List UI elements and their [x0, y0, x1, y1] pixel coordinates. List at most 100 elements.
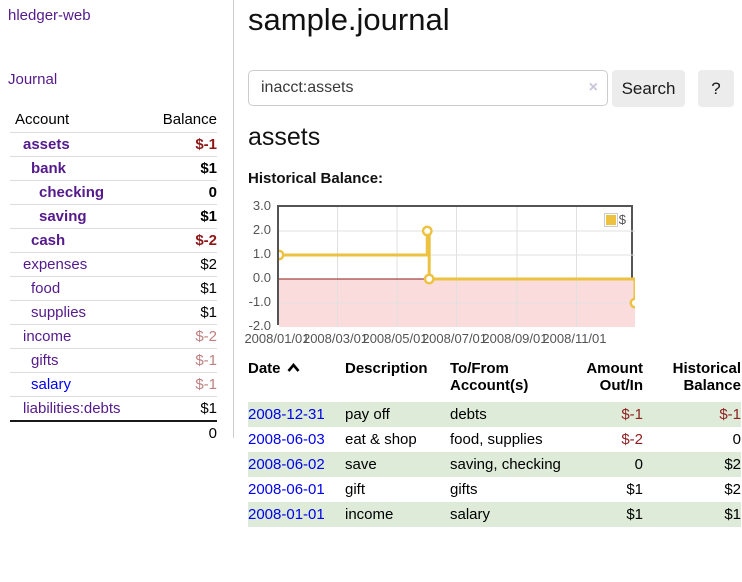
register-table: Date Description To/From Account(s) Amou… — [248, 358, 741, 527]
x-tick-label: 2008/01/01 — [244, 331, 310, 346]
transaction-accounts: gifts — [450, 481, 478, 498]
account-row-assets: assets $-1 — [10, 132, 217, 156]
transaction-accounts: debts — [450, 406, 487, 423]
sidebar-item-journal[interactable]: Journal — [8, 71, 58, 88]
app-title-link[interactable]: hledger-web — [8, 7, 91, 24]
account-balance: $2 — [200, 256, 217, 273]
transaction-balance: $1 — [724, 506, 741, 523]
sort-ascending-icon — [287, 360, 300, 377]
search-button[interactable]: Search — [612, 70, 685, 107]
account-balance: 0 — [208, 184, 217, 201]
account-link-gifts[interactable]: gifts — [31, 352, 59, 369]
account-link-liabilities-debts[interactable]: liabilities:debts — [23, 400, 121, 417]
transaction-amount: 0 — [634, 456, 643, 473]
page-title: sample.journal — [248, 2, 450, 37]
account-row-expenses: expenses $2 — [10, 252, 217, 276]
account-row-liabilities-debts: liabilities:debts $1 — [10, 396, 217, 420]
transaction-date-link[interactable]: 2008-06-01 — [248, 481, 325, 498]
transaction-accounts: saving, checking — [450, 456, 561, 473]
account-row-income: income $-2 — [10, 324, 217, 348]
account-column-header: To/From Account(s) — [450, 360, 529, 394]
transaction-date-link[interactable]: 2008-12-31 — [248, 406, 325, 423]
account-balance: $-1 — [195, 376, 217, 393]
clear-search-icon[interactable]: × — [588, 79, 598, 96]
account-row-gifts: gifts $-1 — [10, 348, 217, 372]
accounts-table-header: Account Balance — [10, 106, 217, 132]
transaction-description: eat & shop — [345, 431, 417, 448]
y-tick-label: -2.0 — [248, 318, 271, 333]
accounts-total-value: 0 — [208, 424, 217, 442]
date-column-header[interactable]: Date — [248, 358, 345, 402]
y-tick-label: 1.0 — [252, 246, 271, 261]
account-link-cash[interactable]: cash — [31, 232, 66, 249]
search-box: × — [248, 70, 608, 106]
transaction-date-link[interactable]: 2008-01-01 — [248, 506, 325, 523]
sidebar: hledger-web Journal Account Balance asse… — [0, 0, 233, 582]
account-row-salary: salary $-1 — [10, 372, 217, 396]
x-tick-label: 2008/03/01 — [302, 331, 369, 346]
x-tick-label: 2008/09/01 — [482, 331, 548, 346]
transaction-balance: $-1 — [719, 406, 741, 423]
register-row: 2008-01-01 income salary $1 $1 — [248, 502, 741, 527]
search-input[interactable] — [248, 70, 608, 106]
transaction-balance: 0 — [732, 431, 741, 448]
account-balance: $1 — [200, 304, 217, 321]
account-row-saving: saving $1 — [10, 204, 217, 228]
account-link-supplies[interactable]: supplies — [31, 304, 87, 321]
transaction-description: save — [345, 456, 377, 473]
balance-column-header: Balance — [162, 110, 217, 128]
transaction-balance: $2 — [724, 481, 741, 498]
chart-canvas — [279, 207, 635, 327]
account-row-supplies: supplies $1 — [10, 300, 217, 324]
account-balance: $1 — [200, 280, 217, 297]
x-tick-label: 2008/11/01 — [542, 331, 607, 346]
x-tick-label: 2008/07/01 — [421, 331, 488, 346]
transaction-amount: $-2 — [621, 431, 643, 448]
y-tick-label: 0.0 — [252, 270, 271, 285]
account-row-food: food $1 — [10, 276, 217, 300]
account-link-expenses[interactable]: expenses — [23, 256, 88, 273]
y-tick-label: 2.0 — [252, 222, 271, 237]
register-row: 2008-06-01 gift gifts $1 $2 — [248, 477, 741, 502]
search-form: × Search ? — [248, 70, 742, 107]
transaction-balance: $2 — [724, 456, 741, 473]
help-button[interactable]: ? — [698, 70, 734, 107]
balance-chart: $ 3.0 2.0 1.0 0.0 -1.0 -2.0 2008/01/01 2008/03… — [244, 198, 635, 346]
transaction-amount: $-1 — [621, 406, 643, 423]
transaction-description: gift — [345, 481, 366, 498]
account-link-assets[interactable]: assets — [23, 136, 70, 153]
account-row-cash: cash $-2 — [10, 228, 217, 252]
transaction-amount: $1 — [626, 506, 643, 523]
transaction-accounts: salary — [450, 506, 491, 523]
transaction-amount: $1 — [626, 481, 643, 498]
main-content: sample.journal × Search ? assets Histori… — [233, 0, 742, 582]
amount-column-header: Amount Out/In — [586, 360, 643, 394]
legend-swatch-icon — [603, 212, 618, 227]
account-row-bank: bank $1 — [10, 156, 217, 180]
y-tick-label: -1.0 — [248, 294, 271, 309]
account-link-saving[interactable]: saving — [39, 208, 87, 225]
accounts-table: Account Balance assets $-1 bank $1 check… — [10, 106, 217, 444]
account-balance: $1 — [200, 208, 217, 225]
account-balance: $-2 — [195, 232, 217, 249]
account-link-food[interactable]: food — [31, 280, 61, 297]
account-balance: $-1 — [195, 352, 217, 369]
account-balance: $1 — [200, 160, 217, 177]
transaction-date-link[interactable]: 2008-06-02 — [248, 456, 325, 473]
transaction-date-link[interactable]: 2008-06-03 — [248, 431, 325, 448]
account-link-salary[interactable]: salary — [31, 376, 72, 393]
account-heading: assets — [248, 123, 321, 151]
account-link-bank[interactable]: bank — [31, 160, 67, 177]
chart-legend: $ — [603, 212, 626, 227]
transaction-description: income — [345, 506, 394, 523]
chart-heading: Historical Balance: — [248, 170, 384, 187]
account-balance: $-1 — [195, 136, 217, 153]
account-link-checking[interactable]: checking — [39, 184, 105, 201]
account-link-income[interactable]: income — [23, 328, 72, 345]
account-row-checking: checking 0 — [10, 180, 217, 204]
sidebar-divider — [233, 0, 234, 438]
account-column-header: Account — [15, 110, 70, 128]
accounts-total-row: 0 — [10, 420, 217, 444]
x-tick-label: 2008/05/01 — [362, 331, 428, 346]
account-balance: $-2 — [195, 328, 217, 345]
